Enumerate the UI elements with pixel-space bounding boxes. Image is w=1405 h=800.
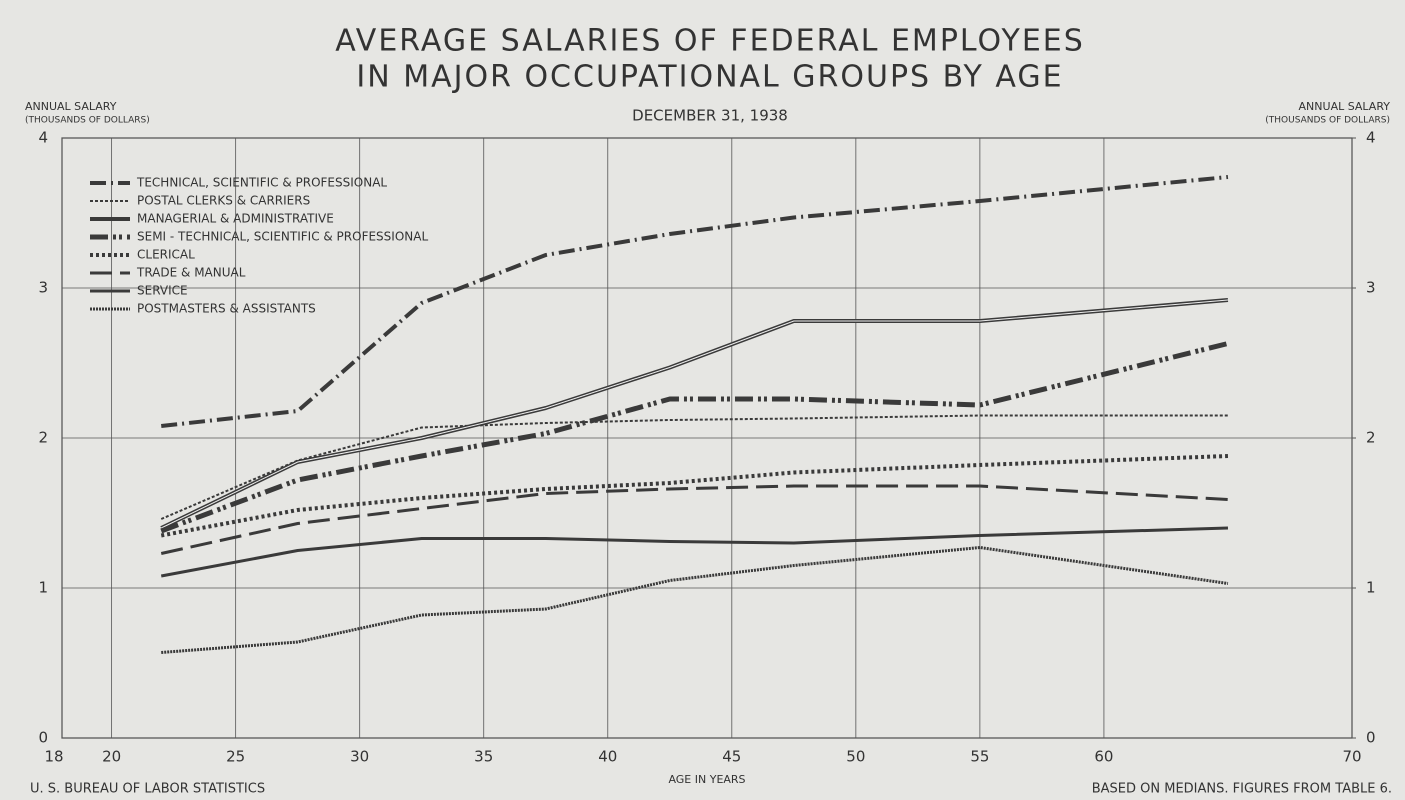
y-tick-label: 1	[38, 579, 48, 597]
y2-tick-label: 0	[1366, 729, 1376, 747]
y-axis-label: (THOUSANDS OF DOLLARS)	[25, 116, 150, 126]
y2-tick-label: 2	[1366, 429, 1376, 447]
x-tick-label: 55	[970, 748, 989, 766]
legend-label: POSTAL CLERKS & CARRIERS	[137, 194, 310, 208]
line	[161, 546, 1229, 654]
line-inner	[161, 299, 1229, 529]
legend-label: TECHNICAL, SCIENTIFIC & PROFESSIONAL	[136, 176, 387, 190]
x-tick-label: 50	[846, 748, 865, 766]
line	[161, 175, 1229, 428]
x-tick-label: 30	[350, 748, 369, 766]
x-tick-label: 25	[226, 748, 245, 766]
y-tick-label: 4	[38, 129, 48, 147]
y2-axis-label: ANNUAL SALARY	[1299, 100, 1391, 113]
subtitle: DECEMBER 31, 1938	[632, 107, 788, 125]
y-tick-label: 2	[38, 429, 48, 447]
legend-label: SEMI - TECHNICAL, SCIENTIFIC & PROFESSIO…	[137, 230, 428, 244]
y-axis-label: ANNUAL SALARY	[25, 100, 117, 113]
y2-tick-label: 3	[1366, 279, 1376, 297]
line	[160, 414, 1228, 520]
y2-tick-label: 1	[1366, 579, 1376, 597]
x-axis-label: AGE IN YEARS	[668, 773, 745, 786]
x-tick-label: 20	[102, 748, 121, 766]
x-tick-label: 35	[474, 748, 493, 766]
legend-label: TRADE & MANUAL	[136, 266, 246, 280]
y2-tick-label: 4	[1366, 129, 1376, 147]
chart-title: AVERAGE SALARIES OF FEDERAL EMPLOYEES	[335, 24, 1085, 59]
x-tick-label: 60	[1094, 748, 1113, 766]
note: BASED ON MEDIANS. FIGURES FROM TABLE 6.	[1092, 782, 1392, 797]
x-tick-label: 70	[1342, 748, 1361, 766]
legend-label: POSTMASTERS & ASSISTANTS	[137, 302, 316, 316]
legend-label: SERVICE	[137, 284, 188, 298]
line	[160, 526, 1229, 578]
legend-label: CLERICAL	[137, 248, 195, 262]
y-tick-label: 0	[38, 729, 48, 747]
x-tick-label: 40	[598, 748, 617, 766]
chart-title: IN MAJOR OCCUPATIONAL GROUPS BY AGE	[356, 60, 1063, 95]
legend-label: MANAGERIAL & ADMINISTRATIVE	[137, 212, 334, 226]
line	[160, 484, 1229, 555]
source: U. S. BUREAU OF LABOR STATISTICS	[30, 782, 265, 797]
x-tick-label: 45	[722, 748, 741, 766]
x-tick-label: 18	[44, 748, 63, 766]
y-tick-label: 3	[38, 279, 48, 297]
y2-axis-label: (THOUSANDS OF DOLLARS)	[1265, 116, 1390, 126]
